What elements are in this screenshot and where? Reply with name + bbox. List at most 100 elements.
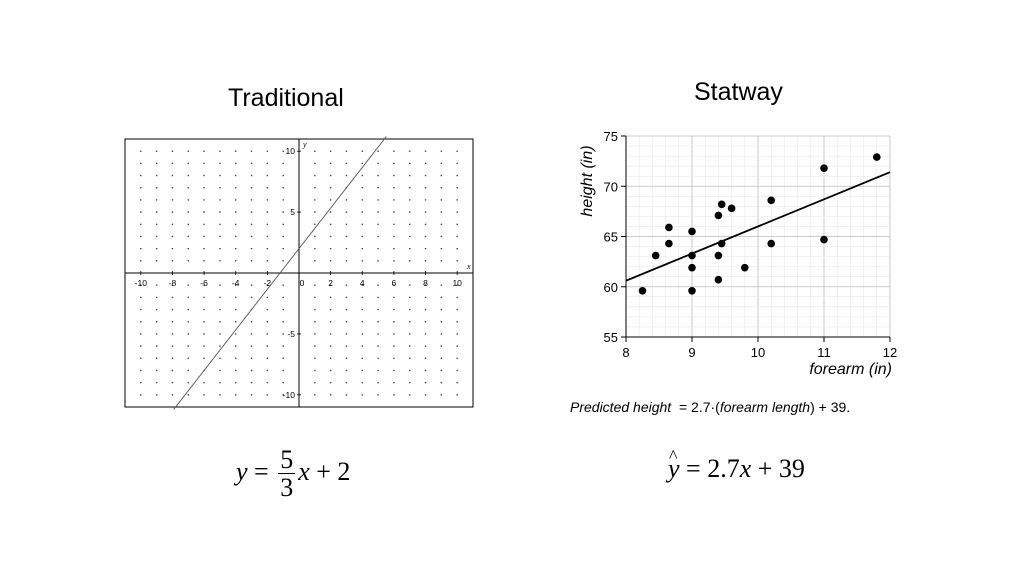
grid-dot (250, 199, 253, 201)
grid-dot (393, 394, 395, 396)
grid-dot (456, 369, 458, 372)
grid-dot (171, 235, 174, 238)
grid-dot (377, 357, 379, 360)
grid-dot (155, 199, 158, 201)
grid-dot (219, 357, 221, 360)
grid-dot (203, 394, 205, 396)
grid-dot (393, 211, 395, 213)
grid-dot (282, 186, 284, 189)
grid-dot (424, 394, 427, 396)
grid-dot (266, 381, 269, 384)
grid-dot (250, 260, 253, 262)
grid-dot (219, 308, 221, 311)
grid-dot (282, 284, 284, 286)
grid-dot (329, 381, 332, 384)
grid-dot (155, 308, 158, 311)
y-tick-label: 65 (604, 230, 618, 245)
grid-dot (377, 186, 379, 189)
grid-dot (377, 284, 379, 286)
grid-dot (155, 333, 158, 335)
grid-dot (345, 345, 348, 347)
grid-dot (187, 150, 190, 152)
y-tick-label: 10 (286, 146, 296, 156)
grid-dot (456, 308, 458, 311)
grid-dot (187, 394, 190, 396)
x-axis-label: forearm (in) (809, 361, 892, 378)
grid-dot (314, 284, 316, 286)
grid-dot (282, 235, 284, 238)
grid-dot (440, 223, 443, 226)
grid-dot (250, 369, 253, 372)
grid-dot (155, 381, 158, 384)
grid-dot (234, 247, 237, 250)
grid-dot (329, 223, 332, 226)
grid-dot (282, 211, 284, 213)
y-tick-label: 75 (604, 129, 618, 144)
x-tick-label: 8 (622, 345, 629, 360)
y-tick-label: -5 (287, 329, 295, 339)
grid-dot (329, 320, 332, 323)
grid-dot (155, 247, 158, 250)
grid-dot (408, 223, 411, 226)
grid-dot (140, 174, 142, 177)
grid-dot (140, 235, 142, 238)
grid-dot (266, 320, 269, 323)
grid-dot (424, 357, 427, 360)
grid-dot (171, 174, 174, 177)
grid-dot (266, 211, 269, 213)
x-tick-label: -6 (200, 278, 208, 288)
data-point (688, 251, 696, 260)
grid-dot (440, 333, 443, 335)
grid-dot (424, 381, 427, 384)
grid-dot (314, 296, 316, 299)
grid-dot (345, 394, 348, 396)
grid-dot (361, 394, 364, 396)
grid-dot (424, 199, 427, 201)
grid-dot (424, 284, 427, 286)
grid-dot (282, 345, 284, 347)
grid-dot (187, 186, 190, 189)
grid-dot (266, 308, 269, 311)
grid-dot (393, 357, 395, 360)
grid-dot (203, 357, 205, 360)
eq-slope: = 2.7 (686, 454, 740, 483)
dot-grid (140, 150, 458, 396)
grid-dot (171, 223, 174, 226)
grid-dot (424, 162, 427, 165)
grid-dot (187, 381, 190, 384)
grid-dot (456, 186, 458, 189)
y-tick-label: -10 (283, 390, 296, 400)
grid-dot (377, 235, 379, 238)
grid-dot (266, 260, 269, 262)
grid-dot (314, 381, 316, 384)
grid-dot (219, 235, 221, 238)
grid-dot (408, 333, 411, 335)
grid-dot (361, 150, 364, 152)
grid-dot (266, 174, 269, 177)
grid-dot (155, 369, 158, 372)
grid-dot (361, 345, 364, 347)
grid-dot (377, 247, 379, 250)
grid-dot (361, 199, 364, 201)
grid-dot (424, 235, 427, 238)
x-tick-label: 0 (300, 278, 305, 288)
eq-x: x (298, 456, 310, 486)
grid-dot (250, 320, 253, 323)
grid-dot (408, 394, 411, 396)
grid-dot (424, 223, 427, 226)
grid-dot (266, 223, 269, 226)
grid-dot (456, 223, 458, 226)
grid-dot (282, 369, 284, 372)
grid-dot (266, 150, 269, 152)
grid-dot (361, 308, 364, 311)
grid-dot (424, 369, 427, 372)
grid-dot (345, 284, 348, 286)
grid-dot (155, 186, 158, 189)
grid-dot (345, 162, 348, 165)
grid-dot (266, 357, 269, 360)
grid-dot (361, 284, 364, 286)
grid-dot (393, 345, 395, 347)
grid-dot (393, 308, 395, 311)
y-tick-label: 55 (604, 330, 618, 345)
